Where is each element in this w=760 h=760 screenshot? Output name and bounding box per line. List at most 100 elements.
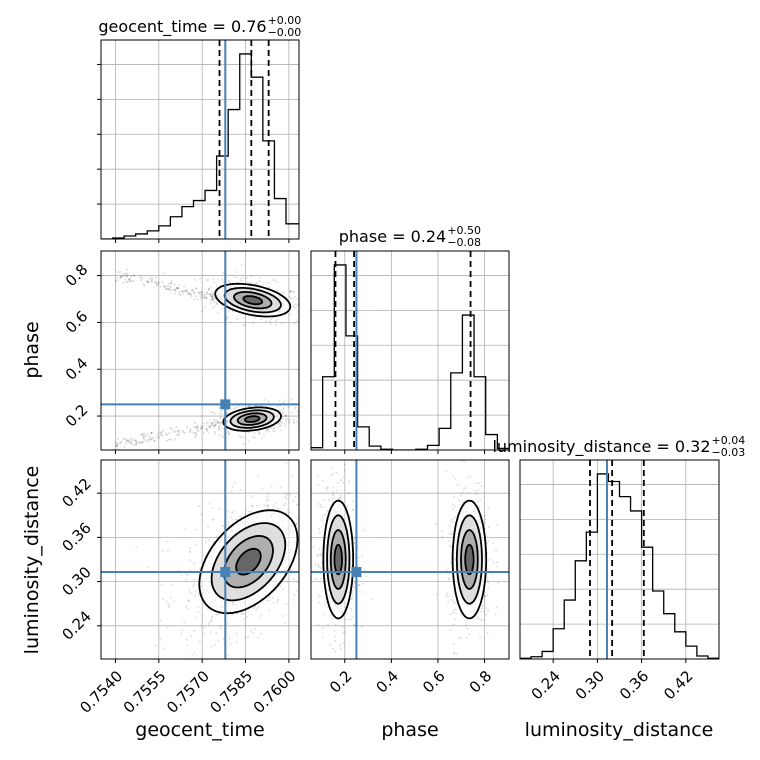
sample-point bbox=[175, 426, 178, 429]
sample-point bbox=[492, 542, 495, 545]
sample-point bbox=[118, 442, 121, 445]
sample-point bbox=[150, 280, 153, 283]
sample-point bbox=[319, 567, 322, 570]
sample-point bbox=[193, 630, 195, 632]
sample-point bbox=[161, 549, 164, 552]
sample-point bbox=[323, 499, 326, 502]
sample-point bbox=[140, 433, 143, 436]
sample-point bbox=[483, 591, 486, 594]
sample-point bbox=[207, 287, 210, 290]
sample-point bbox=[202, 432, 205, 434]
sample-point bbox=[313, 541, 315, 543]
sample-point bbox=[142, 437, 145, 440]
sample-point bbox=[339, 496, 342, 499]
sample-point bbox=[168, 438, 171, 441]
sample-point bbox=[280, 429, 283, 432]
sample-point bbox=[128, 441, 131, 444]
sample-point bbox=[227, 280, 230, 283]
sample-point bbox=[464, 454, 466, 456]
sample-point bbox=[201, 309, 204, 312]
sample-point bbox=[344, 630, 347, 633]
sample-point bbox=[186, 644, 189, 647]
sample-point bbox=[436, 593, 439, 596]
sample-point bbox=[332, 647, 335, 650]
sample-point bbox=[477, 482, 480, 484]
sample-point bbox=[208, 538, 210, 541]
sample-point bbox=[272, 279, 275, 282]
sample-point bbox=[211, 295, 214, 298]
sample-point bbox=[455, 612, 457, 615]
y-tick-label-luminosity_distance-3: 0.42 bbox=[58, 475, 94, 511]
sample-point bbox=[209, 299, 212, 302]
sample-point bbox=[316, 554, 319, 557]
sample-point bbox=[181, 629, 184, 632]
sample-point bbox=[191, 289, 194, 291]
sample-point bbox=[285, 602, 288, 605]
sample-point bbox=[486, 578, 489, 581]
sample-point bbox=[227, 431, 230, 434]
contour-luminosity_distance-vs-geocent_time-mode0-level3 bbox=[235, 547, 262, 576]
sample-point bbox=[217, 613, 220, 615]
sample-point bbox=[162, 284, 165, 287]
sample-point bbox=[194, 528, 197, 531]
sample-point bbox=[212, 281, 215, 284]
sample-point bbox=[173, 288, 176, 291]
sample-point bbox=[123, 445, 126, 448]
sample-point bbox=[210, 616, 213, 619]
sample-point bbox=[140, 278, 143, 281]
sample-point bbox=[213, 424, 216, 427]
sample-point bbox=[166, 287, 169, 290]
sample-point bbox=[209, 302, 212, 305]
sample-point bbox=[192, 585, 195, 588]
sample-point bbox=[161, 280, 164, 283]
sample-point bbox=[272, 602, 275, 604]
sample-point bbox=[239, 515, 242, 518]
sample-point bbox=[210, 620, 213, 623]
sample-point bbox=[294, 303, 296, 306]
sample-point bbox=[134, 443, 137, 446]
sample-point bbox=[218, 406, 221, 409]
sample-point bbox=[251, 504, 254, 507]
sample-point bbox=[279, 421, 282, 423]
x-tick-label-geocent_time-3: 0.7585 bbox=[206, 667, 256, 717]
sample-point bbox=[178, 431, 180, 434]
sample-point bbox=[159, 619, 162, 622]
sample-point bbox=[277, 423, 280, 425]
sample-point bbox=[320, 503, 322, 506]
sample-point bbox=[289, 290, 292, 293]
sample-point bbox=[216, 303, 219, 306]
sample-point bbox=[487, 587, 490, 590]
sample-point bbox=[242, 436, 245, 438]
sample-point bbox=[122, 437, 125, 440]
sample-point bbox=[161, 434, 164, 437]
sample-point bbox=[456, 484, 459, 487]
sample-point bbox=[125, 280, 128, 283]
sample-point bbox=[485, 607, 488, 610]
sample-point bbox=[232, 276, 235, 279]
sample-point bbox=[119, 275, 122, 278]
sample-point bbox=[180, 574, 183, 577]
sample-point bbox=[289, 290, 292, 293]
sample-point bbox=[293, 594, 296, 597]
sample-point bbox=[210, 411, 213, 413]
sample-point bbox=[196, 426, 199, 429]
sample-point bbox=[214, 421, 217, 423]
sample-point bbox=[452, 507, 455, 510]
sample-point bbox=[249, 629, 252, 632]
sample-point bbox=[122, 273, 125, 275]
sample-point bbox=[319, 505, 322, 508]
sample-point bbox=[221, 524, 224, 527]
sample-point bbox=[210, 421, 213, 424]
x-tick-label-phase-3: 0.8 bbox=[466, 667, 496, 697]
sample-point bbox=[185, 638, 188, 641]
sample-point bbox=[288, 290, 291, 293]
sample-point bbox=[349, 618, 352, 621]
sample-point bbox=[217, 428, 220, 431]
sample-point bbox=[300, 570, 302, 572]
sample-point bbox=[216, 284, 219, 287]
sample-point bbox=[351, 615, 354, 618]
sample-point bbox=[182, 429, 184, 432]
y-tick-label-phase-2: 0.6 bbox=[62, 307, 92, 337]
sample-point bbox=[216, 422, 219, 424]
sample-point bbox=[168, 432, 171, 434]
